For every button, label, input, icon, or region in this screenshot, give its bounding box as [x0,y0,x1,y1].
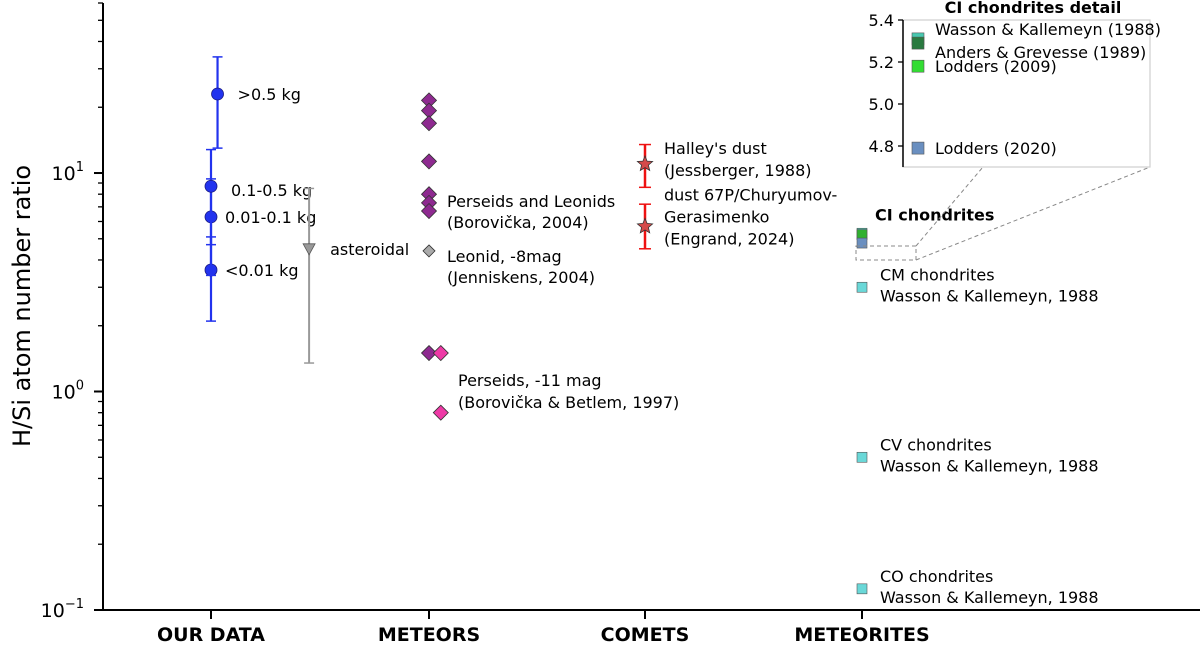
comet-label: Halley's dust [664,139,767,158]
comet-ref: (Jessberger, 1988) [664,161,811,180]
comet-label-cont: Gerasimenko [664,207,769,226]
perseids-leonids-point [420,344,438,362]
inset-y-tick-label: 5.4 [869,11,894,30]
inset-point [911,59,925,73]
inset-label: Lodders (2020) [935,139,1057,158]
perseids-bright-label: Perseids, -11 mag [458,371,602,390]
y-tick-label: 101 [52,160,84,185]
perseids-bright-point [432,344,449,362]
inset-label: Wasson & Kallemeyn (1988) [935,20,1161,39]
inset-label: Anders & Grevesse (1989) [935,43,1146,62]
x-category-label: COMETS [601,624,690,644]
inset-label: Lodders (2009) [935,57,1057,76]
ci-label: CI chondrites [875,205,994,224]
leonid-point [422,244,436,258]
inset-y-tick-label: 5.0 [869,95,894,114]
y-tick-label: 100 [52,379,84,404]
chondrite-label: CO chondrites [880,567,993,586]
inset-title: CI chondrites detail [945,0,1122,17]
ci-zoom-box [855,245,917,261]
perseids-leonids-point [420,202,438,220]
our-data-point [204,179,218,193]
perseids-bright-ref: (Borovička & Betlem, 1997) [458,393,679,412]
inset-y-tick-label: 4.8 [869,137,894,156]
our-data-label: >0.5 kg [238,85,301,104]
chondrite-point [856,451,868,463]
perseids-leonids-ref: (Borovička, 2004) [447,213,589,232]
y-tick-label: 10−1 [41,597,84,622]
x-category-label: OUR DATA [157,624,265,644]
chondrite-label: CV chondrites [880,435,992,454]
perseids-leonids-point [420,115,438,132]
inset-frame [902,19,1151,168]
comet-label: dust 67P/Churyumov- [664,185,837,204]
leonid-label: Leonid, -8mag [447,247,562,266]
ci-point [856,237,868,249]
our-data-label: 0.01-0.1 kg [225,208,316,227]
inset-point [911,36,925,50]
perseids-leonids-point [420,153,438,170]
asteroidal-label: asteroidal [330,240,409,259]
comet-ref: (Engrand, 2024) [664,229,794,248]
comet-point [636,217,654,234]
chondrite-label: CM chondrites [880,265,995,284]
chondrite-ref: Wasson & Kallemeyn, 1988 [880,286,1099,305]
asteroidal-marker [302,243,316,256]
leonid-ref: (Jenniskens, 2004) [447,268,595,287]
chondrite-point [856,583,868,595]
inset-point [911,141,925,155]
perseids-bright-point [432,404,449,421]
our-data-point [211,87,224,101]
x-category-label: METEORITES [794,624,929,644]
perseids-leonids-label: Perseids and Leonids [447,192,615,211]
chondrite-ref: Wasson & Kallemeyn, 1988 [880,588,1099,607]
chondrite-ref: Wasson & Kallemeyn, 1988 [880,456,1099,475]
our-data-label: 0.1-0.5 kg [231,181,312,200]
chondrite-point [856,281,868,293]
x-category-label: METEORS [378,624,480,644]
comet-point [636,154,654,172]
our-data-label: <0.01 kg [225,261,299,280]
inset-y-tick-label: 5.2 [869,53,894,72]
y-axis-label: H/Si atom number ratio [8,165,36,447]
ci-zoom-connector [915,166,984,247]
